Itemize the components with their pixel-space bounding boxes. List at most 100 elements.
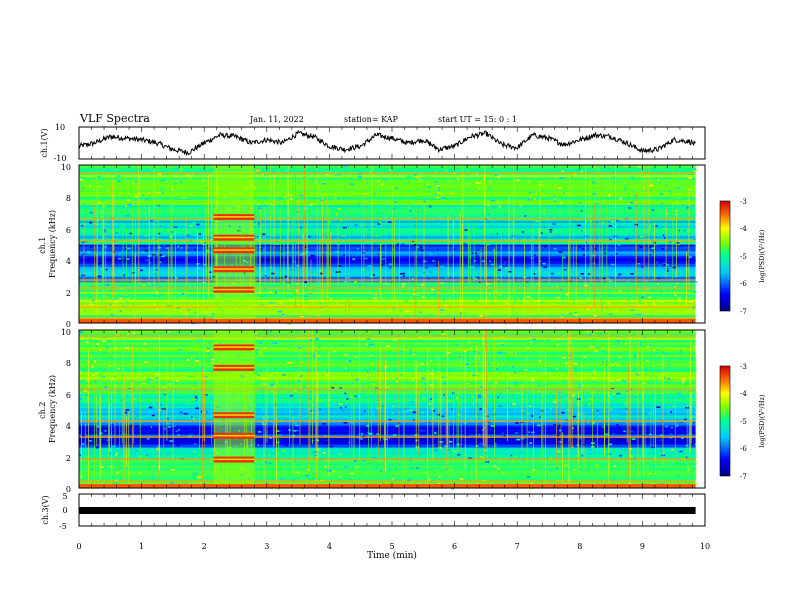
spec-speckle: [94, 362, 97, 365]
spec-impulse-streak: [556, 388, 557, 467]
spec-speckle: [475, 300, 478, 302]
spec-speckle: [99, 349, 102, 351]
spec-speckle: [596, 229, 600, 232]
spec-speckle: [361, 392, 365, 395]
spec-speckle: [673, 291, 676, 294]
spec-speckle: [350, 424, 353, 426]
spec-speckle: [261, 173, 264, 176]
spec-speckle: [635, 274, 639, 277]
ch1-colorbar-gradient: [719, 200, 731, 312]
spec-speckle: [257, 374, 261, 376]
spec-speckle: [154, 284, 159, 286]
spec-speckle: [199, 400, 201, 403]
spec-speckle: [521, 231, 525, 233]
spec-speckle: [156, 446, 159, 448]
spec-speckle: [480, 350, 484, 352]
spec-speckle: [463, 456, 466, 458]
spec-speckle: [447, 449, 450, 452]
spec-impulse-streak: [662, 353, 664, 468]
spec-speckle: [304, 295, 307, 297]
spec-speckle: [490, 425, 495, 427]
spec-impulse-streak: [482, 330, 484, 446]
spec-speckle: [318, 408, 322, 411]
spec-speckle: [186, 195, 189, 198]
spec-speckle: [424, 383, 426, 386]
spec-impulse-streak: [353, 359, 355, 461]
spec-narrowband-line: [79, 420, 696, 423]
spec-speckle: [482, 176, 486, 178]
spec-speckle: [122, 400, 126, 402]
spec-speckle: [637, 313, 641, 316]
spec-band-row: [79, 169, 696, 173]
spec-speckle: [556, 252, 558, 254]
spec-speckle: [585, 241, 587, 244]
spec-speckle: [158, 228, 162, 231]
spec-speckle: [266, 351, 268, 353]
spec-speckle: [587, 422, 589, 424]
spec-speckle: [587, 453, 592, 455]
spec-speckle: [537, 438, 541, 440]
spec-speckle: [186, 333, 188, 335]
spec-speckle: [386, 345, 391, 348]
spec-impulse-streak: [655, 344, 657, 473]
spec-speckle: [273, 425, 278, 427]
spec-speckle: [433, 194, 438, 196]
spec-speckle: [352, 258, 356, 260]
spec-speckle: [311, 355, 315, 357]
spec-speckle: [183, 423, 186, 425]
spec-speckle: [601, 358, 606, 360]
spec-speckle: [624, 193, 627, 195]
spec-impulse-streak: [665, 206, 667, 278]
spec-speckle: [475, 182, 480, 184]
spec-speckle: [623, 184, 627, 187]
spec-speckle: [631, 191, 634, 193]
spec-impulse-streak: [211, 172, 212, 281]
spec-speckle: [602, 361, 606, 364]
spec-speckle: [430, 238, 432, 241]
spec-speckle: [137, 314, 139, 317]
spec-speckle: [597, 168, 599, 171]
spec-impulse-streak: [112, 179, 113, 298]
spec-speckle: [561, 313, 564, 316]
spec-speckle: [116, 175, 121, 177]
spec-speckle: [361, 405, 366, 408]
spec-speckle: [477, 394, 481, 397]
spec-speckle: [119, 226, 124, 228]
spec-speckle: [145, 169, 148, 171]
spec-speckle: [151, 414, 155, 417]
spec-speckle: [278, 310, 282, 313]
time-tick-label: 5: [389, 542, 394, 551]
spec-speckle: [475, 252, 477, 255]
spec-impulse-streak: [348, 189, 350, 321]
spec-speckle: [511, 406, 514, 409]
spec-impulse-streak: [138, 165, 140, 284]
spec-speckle: [486, 203, 490, 206]
spec-speckle: [513, 299, 517, 302]
spec-speckle: [331, 232, 333, 235]
spec-speckle: [602, 277, 605, 280]
spec-speckle: [185, 312, 188, 315]
spec-speckle: [144, 235, 147, 237]
spec-speckle: [191, 174, 194, 177]
spec-speckle: [455, 297, 459, 299]
spec-speckle: [411, 353, 415, 356]
spec-impulse-streak: [88, 349, 89, 487]
spec-impulse-streak: [83, 217, 85, 312]
spec-burst-line-core: [213, 346, 255, 348]
spec-speckle: [561, 170, 565, 173]
spec-speckle: [291, 268, 295, 271]
spec-speckle: [483, 394, 486, 397]
spec-speckle: [624, 237, 629, 240]
spec-speckle: [397, 309, 401, 311]
spec-speckle: [679, 229, 680, 232]
spec-speckle: [605, 451, 609, 453]
spec-speckle: [196, 263, 200, 265]
spec-band-row: [79, 291, 696, 295]
spec-speckle: [625, 448, 627, 451]
spec-speckle: [678, 460, 681, 463]
spec-impulse-streak: [448, 418, 450, 484]
spec-speckle: [257, 431, 262, 433]
spec-speckle: [522, 460, 524, 462]
spec-speckle: [457, 302, 458, 305]
spec-speckle: [634, 403, 636, 405]
